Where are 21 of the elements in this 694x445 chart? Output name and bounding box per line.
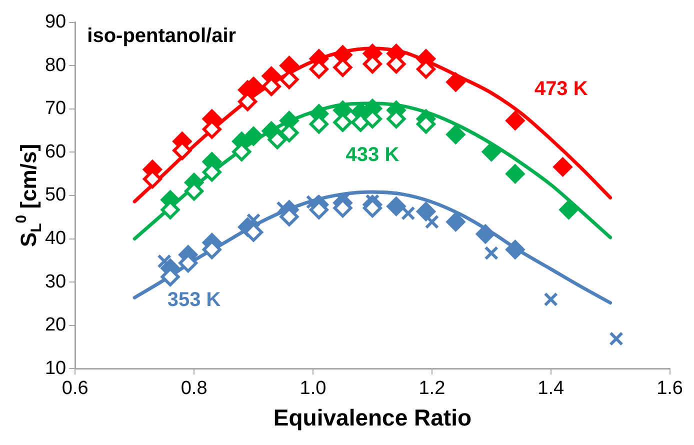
y-axis-title: SL0 [cm/s]: [13, 144, 46, 248]
y-tick-label: 30: [44, 271, 66, 292]
x-tick-label: 0.8: [180, 378, 208, 400]
y-tick-label: 40: [44, 228, 66, 250]
x-tick-label: 1.4: [538, 378, 564, 400]
x-tick-label: 1.2: [418, 378, 446, 400]
series-label: 473 K: [534, 78, 588, 100]
x-tick-label: 1.6: [656, 378, 684, 400]
x-tick-label: 1.0: [300, 378, 326, 400]
x-axis-title: Equivalence Ratio: [273, 404, 472, 431]
y-tick-label: 70: [44, 98, 66, 120]
y-tick-label: 90: [44, 12, 66, 33]
series-label: 433 K: [346, 144, 400, 166]
x-tick-label: 0.6: [62, 378, 88, 400]
y-tick-label: 60: [44, 141, 66, 162]
y-tick-label: 10: [44, 358, 66, 379]
y-tick-label: 20: [44, 314, 66, 336]
series-label: 353 K: [167, 288, 222, 311]
y-tick-label: 50: [44, 184, 66, 206]
chart-title: iso-pentanol/air: [87, 24, 236, 47]
y-tick-label: 80: [44, 54, 66, 76]
